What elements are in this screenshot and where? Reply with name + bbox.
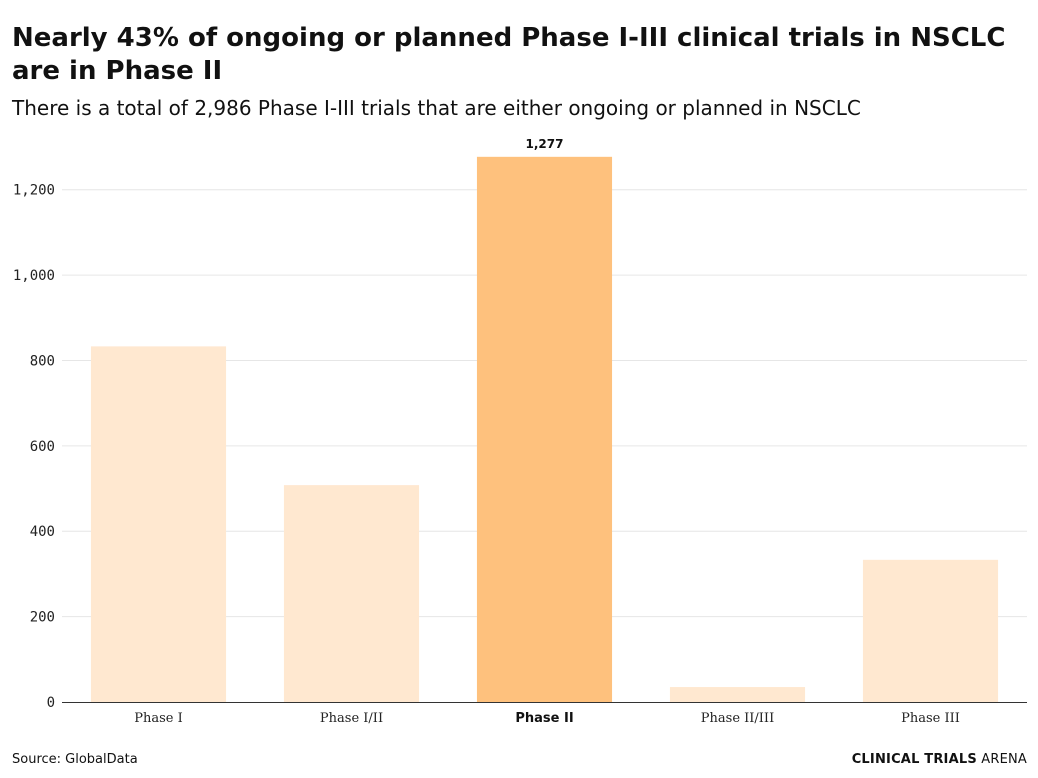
bar-phase-ii-iii [669, 687, 806, 702]
data-labels: 1,277 [526, 137, 564, 151]
chart-title: Nearly 43% of ongoing or planned Phase I… [12, 23, 1006, 86]
y-tick-label: 0 [47, 695, 55, 711]
y-axis-ticks: 0 200 400 600 800 1,000 1,200 [13, 183, 55, 711]
source-note: Source: GlobalData [12, 752, 138, 767]
brand-bold: CLINICAL TRIALS [851, 752, 977, 767]
bar-phase-i-ii [283, 485, 420, 702]
bar-phase-ii [476, 156, 613, 703]
x-axis-ticks: Phase I Phase I/II Phase II Phase II/III Pha… [134, 711, 960, 726]
brand-logo: CLINICAL TRIALS ARENA [852, 752, 1027, 767]
y-tick-label: 400 [30, 524, 55, 540]
chart-subtitle: There is a total of 2,986 Phase I-III tr… [12, 96, 861, 120]
y-tick-label: 1,200 [13, 183, 55, 199]
x-tick-label: Phase II [515, 711, 573, 726]
y-tick-label: 800 [30, 353, 55, 369]
y-tick-label: 1,000 [13, 268, 55, 284]
x-tick-label: Phase I/II [320, 711, 383, 726]
bar-phase-iii [862, 559, 999, 702]
y-tick-label: 600 [30, 439, 55, 455]
x-tick-label: Phase I [134, 711, 183, 726]
data-label: 1,277 [526, 137, 564, 151]
x-tick-label: Phase II/III [701, 711, 774, 726]
brand-light: ARENA [976, 752, 1027, 767]
y-tick-label: 200 [30, 610, 55, 626]
x-tick-label: Phase III [901, 711, 960, 726]
bars [90, 156, 999, 703]
bar-phase-i [90, 346, 227, 702]
